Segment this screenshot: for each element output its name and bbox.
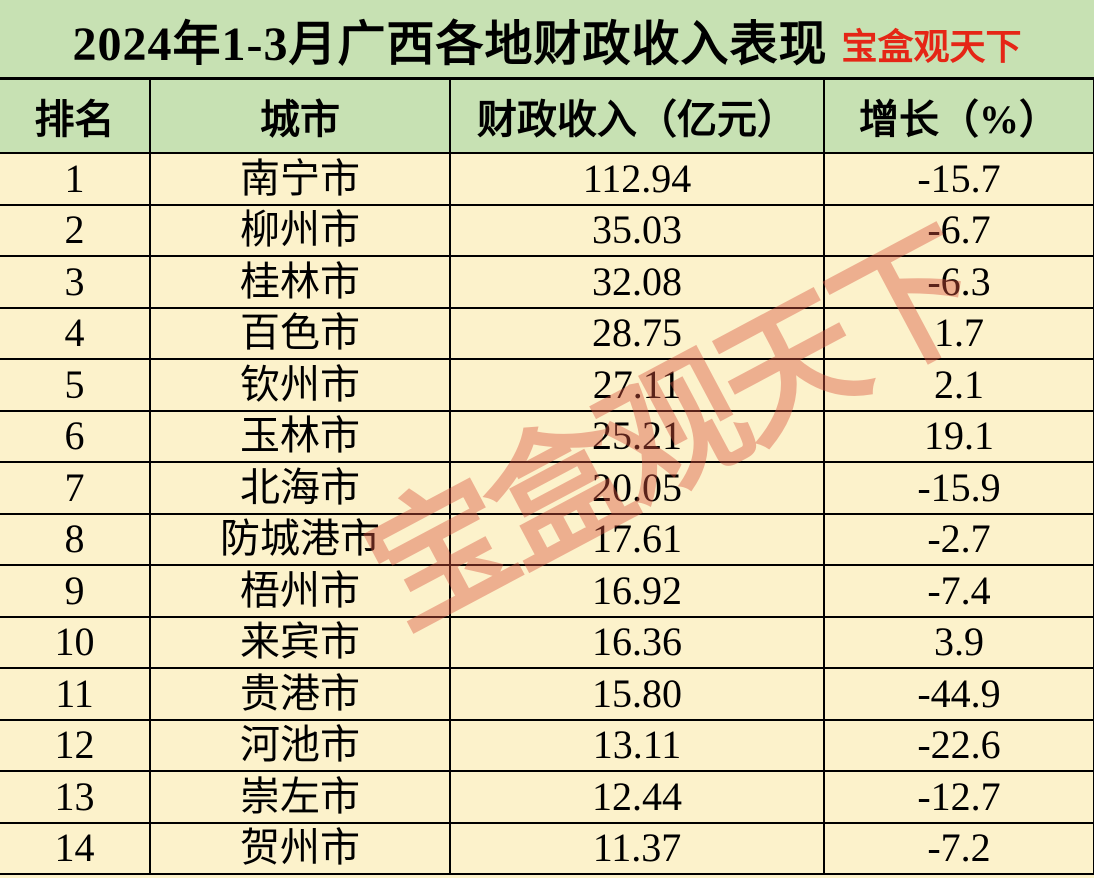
growth-cell: 1.7 <box>823 306 1094 360</box>
revenue-cell: 20.05 <box>449 461 825 515</box>
page-title: 2024年1-3月广西各地财政收入表现 <box>72 17 828 71</box>
table-row: 1 南宁市 112.94 -15.7 <box>0 152 1094 206</box>
city-cell: 桂林市 <box>149 255 451 309</box>
revenue-cell: 112.94 <box>449 152 825 206</box>
column-header: 财政收入（亿元） <box>449 80 825 154</box>
growth-cell: -7.2 <box>823 821 1094 875</box>
revenue-cell: 11.37 <box>449 821 825 875</box>
revenue-cell: 13.11 <box>449 718 825 772</box>
table-row: 9 梧州市 16.92 -7.4 <box>0 564 1094 618</box>
city-cell: 玉林市 <box>149 409 451 463</box>
table-row: 4 百色市 28.75 1.7 <box>0 306 1094 360</box>
table-row: 10 来宾市 16.36 3.9 <box>0 615 1094 669</box>
brand-label: 宝盒观天下 <box>841 26 1022 67</box>
city-cell: 百色市 <box>149 306 451 360</box>
city-cell: 来宾市 <box>149 615 451 669</box>
city-cell: 柳州市 <box>149 203 451 257</box>
rank-cell: 1 <box>0 152 151 206</box>
column-header: 排名 <box>0 80 151 154</box>
growth-cell: -15.9 <box>823 461 1094 515</box>
table-row: 2 柳州市 35.03 -6.7 <box>0 203 1094 257</box>
city-cell: 贺州市 <box>149 821 451 875</box>
table-row: 7 北海市 20.05 -15.9 <box>0 461 1094 515</box>
revenue-cell: 15.80 <box>449 667 825 721</box>
rank-cell: 6 <box>0 409 151 463</box>
fiscal-table: 排名 城市 财政收入（亿元） 增长（%） 1 南宁市 112.94 -15.7 2 柳州市 35.… <box>0 80 1094 875</box>
revenue-cell: 28.75 <box>449 306 825 360</box>
rank-cell: 13 <box>0 770 151 824</box>
table-title-bar: 2024年1-3月广西各地财政收入表现 宝盒观天下 <box>0 0 1094 80</box>
table-row: 8 防城港市 17.61 -2.7 <box>0 512 1094 566</box>
table-body: 1 南宁市 112.94 -15.7 2 柳州市 35.03 -6.7 3 桂林市 32.08 -6.… <box>0 152 1094 875</box>
city-cell: 北海市 <box>149 461 451 515</box>
growth-cell: -7.4 <box>823 564 1094 618</box>
revenue-cell: 16.36 <box>449 615 825 669</box>
rank-cell: 5 <box>0 358 151 412</box>
growth-cell: -15.7 <box>823 152 1094 206</box>
rank-cell: 8 <box>0 512 151 566</box>
table-row: 12 河池市 13.11 -22.6 <box>0 718 1094 772</box>
growth-cell: -22.6 <box>823 718 1094 772</box>
table-row: 11 贵港市 15.80 -44.9 <box>0 667 1094 721</box>
revenue-cell: 35.03 <box>449 203 825 257</box>
growth-cell: 2.1 <box>823 358 1094 412</box>
revenue-cell: 27.11 <box>449 358 825 412</box>
table-row: 6 玉林市 25.21 19.1 <box>0 409 1094 463</box>
rank-cell: 12 <box>0 718 151 772</box>
rank-cell: 7 <box>0 461 151 515</box>
rank-cell: 11 <box>0 667 151 721</box>
growth-cell: -6.3 <box>823 255 1094 309</box>
rank-cell: 14 <box>0 821 151 875</box>
revenue-cell: 17.61 <box>449 512 825 566</box>
city-cell: 梧州市 <box>149 564 451 618</box>
table-row: 14 贺州市 11.37 -7.2 <box>0 821 1094 875</box>
city-cell: 贵港市 <box>149 667 451 721</box>
rank-cell: 3 <box>0 255 151 309</box>
table-row: 13 崇左市 12.44 -12.7 <box>0 770 1094 824</box>
city-cell: 崇左市 <box>149 770 451 824</box>
growth-cell: -12.7 <box>823 770 1094 824</box>
column-header: 城市 <box>149 80 451 154</box>
growth-cell: -6.7 <box>823 203 1094 257</box>
rank-cell: 9 <box>0 564 151 618</box>
city-cell: 南宁市 <box>149 152 451 206</box>
rank-cell: 10 <box>0 615 151 669</box>
city-cell: 河池市 <box>149 718 451 772</box>
city-cell: 钦州市 <box>149 358 451 412</box>
table-row: 3 桂林市 32.08 -6.3 <box>0 255 1094 309</box>
revenue-cell: 32.08 <box>449 255 825 309</box>
header-row: 排名 城市 财政收入（亿元） 增长（%） <box>0 80 1094 154</box>
growth-cell: -2.7 <box>823 512 1094 566</box>
growth-cell: 3.9 <box>823 615 1094 669</box>
growth-cell: -44.9 <box>823 667 1094 721</box>
column-header: 增长（%） <box>823 80 1094 154</box>
growth-cell: 19.1 <box>823 409 1094 463</box>
revenue-cell: 16.92 <box>449 564 825 618</box>
city-cell: 防城港市 <box>149 512 451 566</box>
rank-cell: 2 <box>0 203 151 257</box>
revenue-cell: 25.21 <box>449 409 825 463</box>
rank-cell: 4 <box>0 306 151 360</box>
revenue-cell: 12.44 <box>449 770 825 824</box>
table-row: 5 钦州市 27.11 2.1 <box>0 358 1094 412</box>
